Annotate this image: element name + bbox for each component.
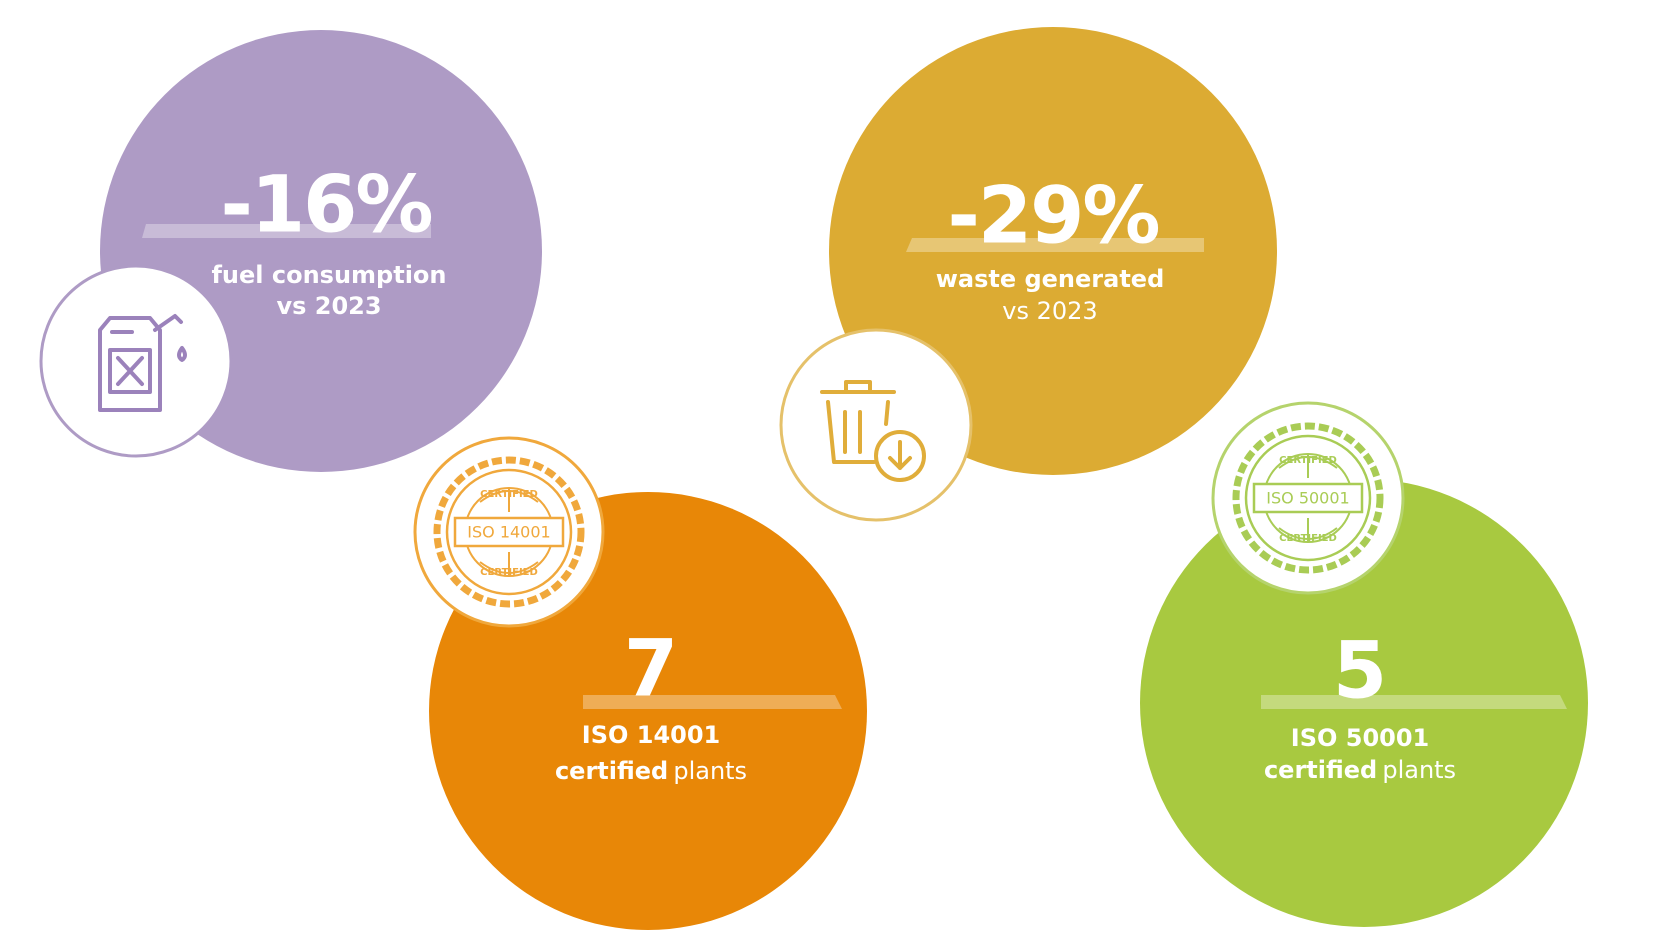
stat-label: waste generated (936, 265, 1165, 293)
word: plants (673, 757, 747, 785)
badge-text: CERTIFIED (480, 489, 538, 500)
highlight-bar (583, 695, 842, 709)
stat-value: 5 (1333, 626, 1385, 716)
bold-word: certified (555, 757, 668, 785)
stat-iso50001: 5 ISO 50001 certified plants CERTIFIED I… (1140, 401, 1588, 927)
trash-icon (820, 380, 926, 482)
stat-label: vs 2023 (1002, 297, 1097, 325)
bold-word: certified (1264, 756, 1377, 784)
stat-value: 7 (624, 624, 676, 714)
icon-circle (39, 264, 233, 458)
badge-icon (433, 456, 585, 608)
stat-label: ISO 14001 (582, 721, 720, 749)
highlight-bar (906, 238, 1204, 252)
highlight-bar (142, 224, 431, 238)
stat-value: -16% (220, 160, 431, 250)
highlight-bar (1261, 695, 1567, 709)
badge-text: CERTIFIED (1279, 533, 1337, 544)
stat-circle (1140, 479, 1588, 927)
badge-label: ISO 14001 (467, 523, 550, 542)
badge-icon (1232, 422, 1384, 574)
stat-label: ISO 50001 (1291, 724, 1429, 752)
fuel-can-icon (98, 314, 187, 412)
stat-waste: -29% waste generated vs 2023 (779, 27, 1277, 522)
stat-label: vs 2023 (276, 292, 381, 320)
stat-label: certified plants (1264, 756, 1456, 784)
stat-label: certified plants (555, 757, 747, 785)
word: plants (1382, 756, 1456, 784)
stat-fuel: -16% fuel consumption vs 2023 (39, 30, 542, 472)
badge-text: CERTIFIED (1279, 455, 1337, 466)
stat-label: fuel consumption (211, 261, 446, 289)
stat-iso14001: 7 ISO 14001 certified plants CERTIFIED I… (413, 436, 867, 930)
stat-value: -29% (947, 171, 1158, 261)
badge-label: ISO 50001 (1266, 489, 1349, 508)
badge-text: CERTIFIED (480, 567, 538, 578)
icon-circle (779, 328, 973, 522)
